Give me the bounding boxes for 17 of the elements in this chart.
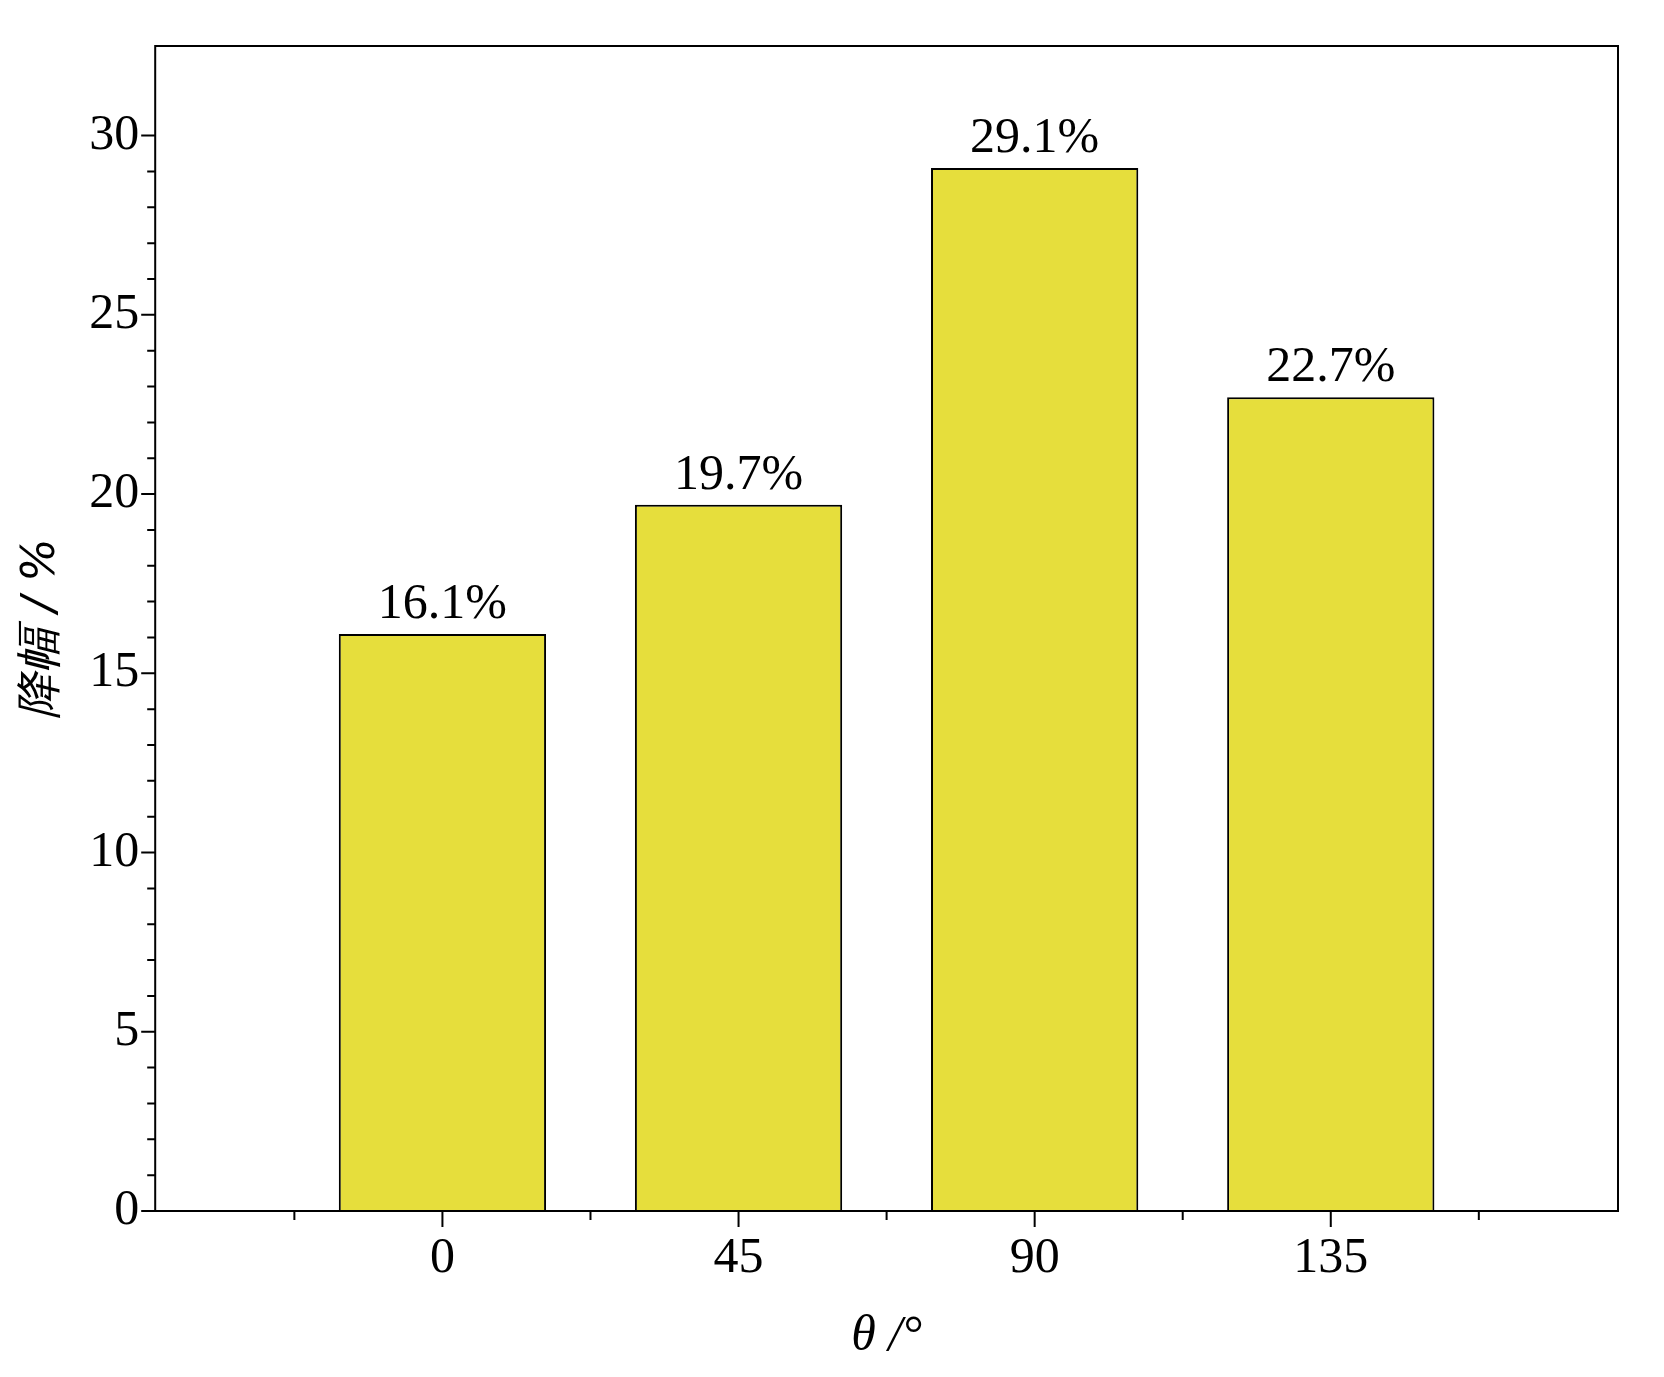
- x-axis-title: θ /°: [851, 1305, 923, 1362]
- y-tick-label: 10: [89, 820, 140, 877]
- y-axis-title: 降幅 / %: [10, 538, 65, 719]
- data-label: 16.1%: [377, 573, 508, 629]
- x-tick-label: 135: [1293, 1227, 1369, 1284]
- data-label: 22.7%: [1266, 336, 1396, 393]
- x-tick-label: 90: [1009, 1227, 1060, 1284]
- data-label: 29.1%: [970, 107, 1100, 163]
- y-tick-label: 30: [89, 103, 140, 160]
- x-tick-label: 45: [713, 1227, 764, 1284]
- y-tick-label: 20: [89, 462, 140, 519]
- y-tick-label: 5: [114, 999, 140, 1056]
- data-label: 19.7%: [673, 443, 804, 500]
- y-tick-label: 25: [89, 282, 140, 339]
- x-tick-label: 0: [429, 1227, 455, 1284]
- y-tick-label: 15: [89, 641, 140, 698]
- y-tick-label: 0: [114, 1179, 140, 1236]
